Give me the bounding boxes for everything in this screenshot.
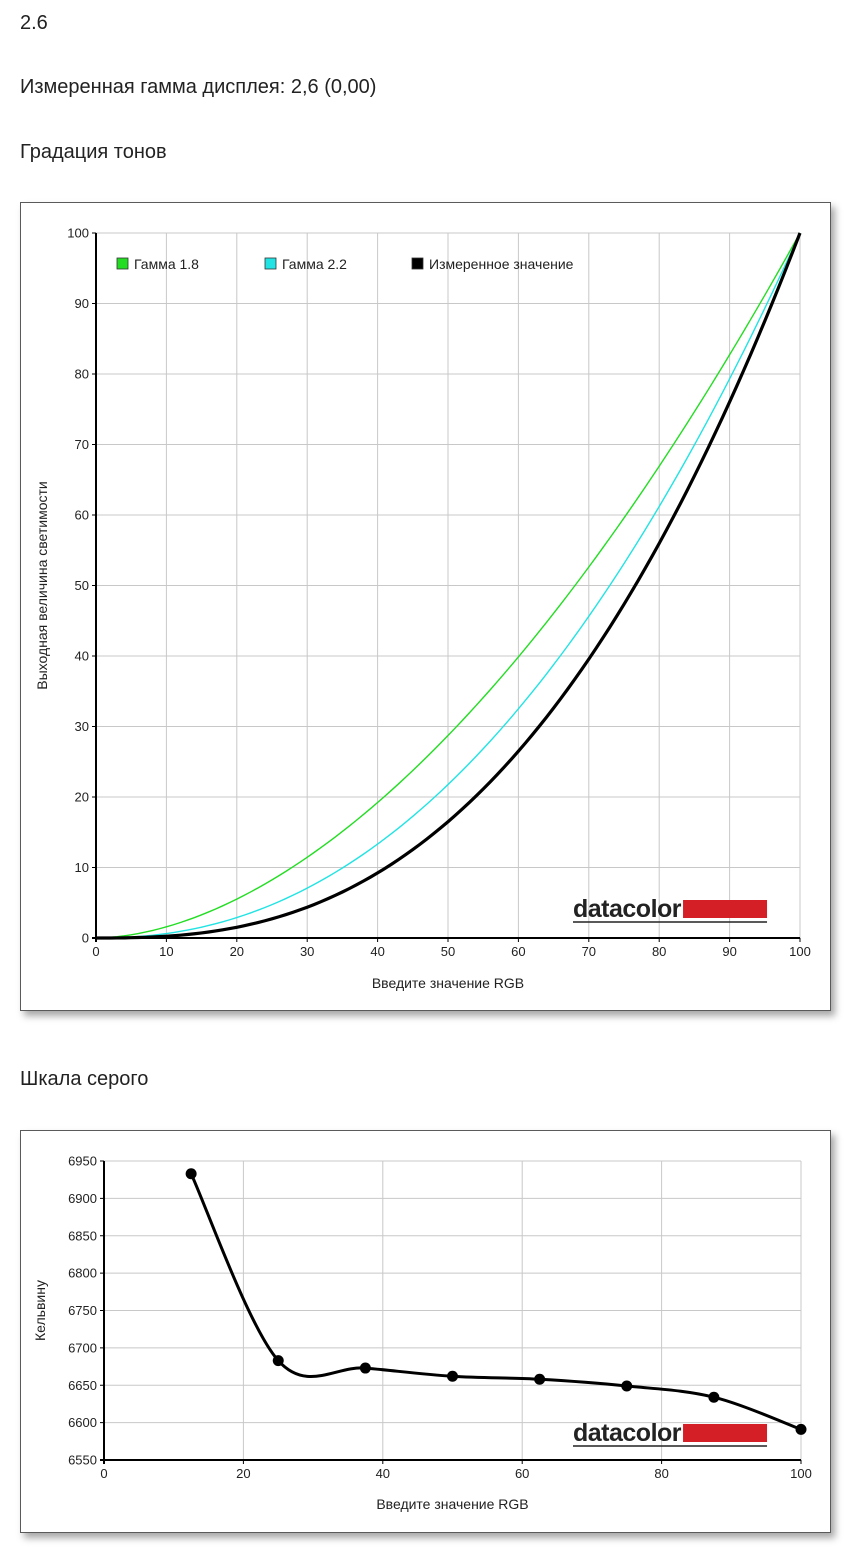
x-tick-label: 20 [230,944,244,959]
legend-label: Гамма 1.8 [134,256,199,272]
data-point [447,1370,458,1382]
y-tick-label: 20 [75,790,89,805]
data-point [185,1168,197,1180]
legend-swatch [411,257,424,270]
y-tick-label: 10 [75,860,89,875]
data-point [621,1380,633,1392]
y-tick-label: 40 [75,649,89,664]
data-point [359,1362,371,1374]
series-line-kelvin [189,1173,802,1431]
series-line-1 [95,232,801,939]
x-tick-label: 100 [789,944,811,959]
data-point [795,1423,807,1435]
y-tick-label: 6600 [68,1415,97,1430]
datacolor-logo-text: datacolor [573,1419,682,1447]
x-tick-label: 90 [722,944,736,959]
measured-gamma-text: Измеренная гамма дисплея: 2,6 (0,00) [20,76,377,98]
y-tick-label: 6550 [68,1453,97,1468]
y-tick-label: 50 [75,578,89,593]
grid [96,232,801,938]
series-line-3 [96,232,802,940]
x-tick-label: 30 [300,944,314,959]
y-axis-label: Кельвину [32,1280,48,1341]
x-tick-label: 10 [159,944,173,959]
grayscale-chart: 0 20 40 60 80 100 6550 6600 6650 6700 6750 6800 6850… [32,1154,812,1513]
y-tick-label: 80 [75,367,89,382]
series-line-2 [95,232,801,939]
y-tick-label: 0 [82,931,89,946]
y-tick-label: 6800 [68,1266,97,1281]
y-axis-label: Выходная величина светимости [34,481,50,689]
grid [104,1160,802,1460]
x-tick-label: 80 [652,944,666,959]
x-tick-label: 60 [515,1466,529,1481]
data-point [708,1391,720,1403]
tone-chart-panel: 0 10 20 30 40 50 60 70 80 90 100 0 10 20 30 40 50 60 70 80 9… [20,202,831,1011]
y-tick-label: 90 [75,296,89,311]
x-tick-label: 20 [236,1466,250,1481]
y-tick-label: 70 [75,437,89,452]
x-tick-label: 50 [441,944,455,959]
x-tick-label: 70 [582,944,596,959]
x-tick-label: 40 [376,1466,390,1481]
grayscale-chart-panel: 0 20 40 60 80 100 6550 6600 6650 6700 6750 6800 6850… [20,1130,831,1533]
legend-label: Измеренное значение [429,256,574,272]
y-tick-label: 6650 [68,1378,97,1393]
x-axis-label: Введите значение RGB [376,1496,528,1512]
tone-response-chart: 0 10 20 30 40 50 60 70 80 90 100 0 10 20 30 40 50 60 70 80 9… [34,226,811,992]
x-tick-label: 60 [511,944,525,959]
y-tick-label: 6900 [68,1191,97,1206]
section-title-tone: Градация тонов [20,141,167,163]
y-tick-label: 6850 [68,1228,97,1243]
y-tick-label: 6700 [68,1340,97,1355]
data-point [272,1355,284,1367]
datacolor-logo-bar [683,1424,768,1442]
x-tick-label: 0 [100,1466,107,1481]
datacolor-logo-bar [683,900,768,918]
y-tick-label: 30 [75,719,89,734]
x-tick-label: 100 [790,1466,812,1481]
legend-label: Гамма 2.2 [282,256,347,272]
y-tick-label: 6750 [68,1303,97,1318]
x-tick-label: 40 [370,944,384,959]
legend-swatch [116,257,129,270]
section-title-gray: Шкала серого [20,1068,149,1090]
datacolor-logo-text: datacolor [573,895,682,923]
y-tick-label: 6950 [68,1154,97,1169]
data-point [534,1373,546,1385]
x-tick-label: 80 [654,1466,668,1481]
y-tick-label: 60 [75,508,89,523]
x-axis-label: Введите значение RGB [372,975,524,991]
y-tick-label: 100 [67,226,89,241]
x-tick-label: 0 [92,944,99,959]
gamma-value-text: 2.6 [20,12,48,34]
legend-swatch [264,257,277,270]
